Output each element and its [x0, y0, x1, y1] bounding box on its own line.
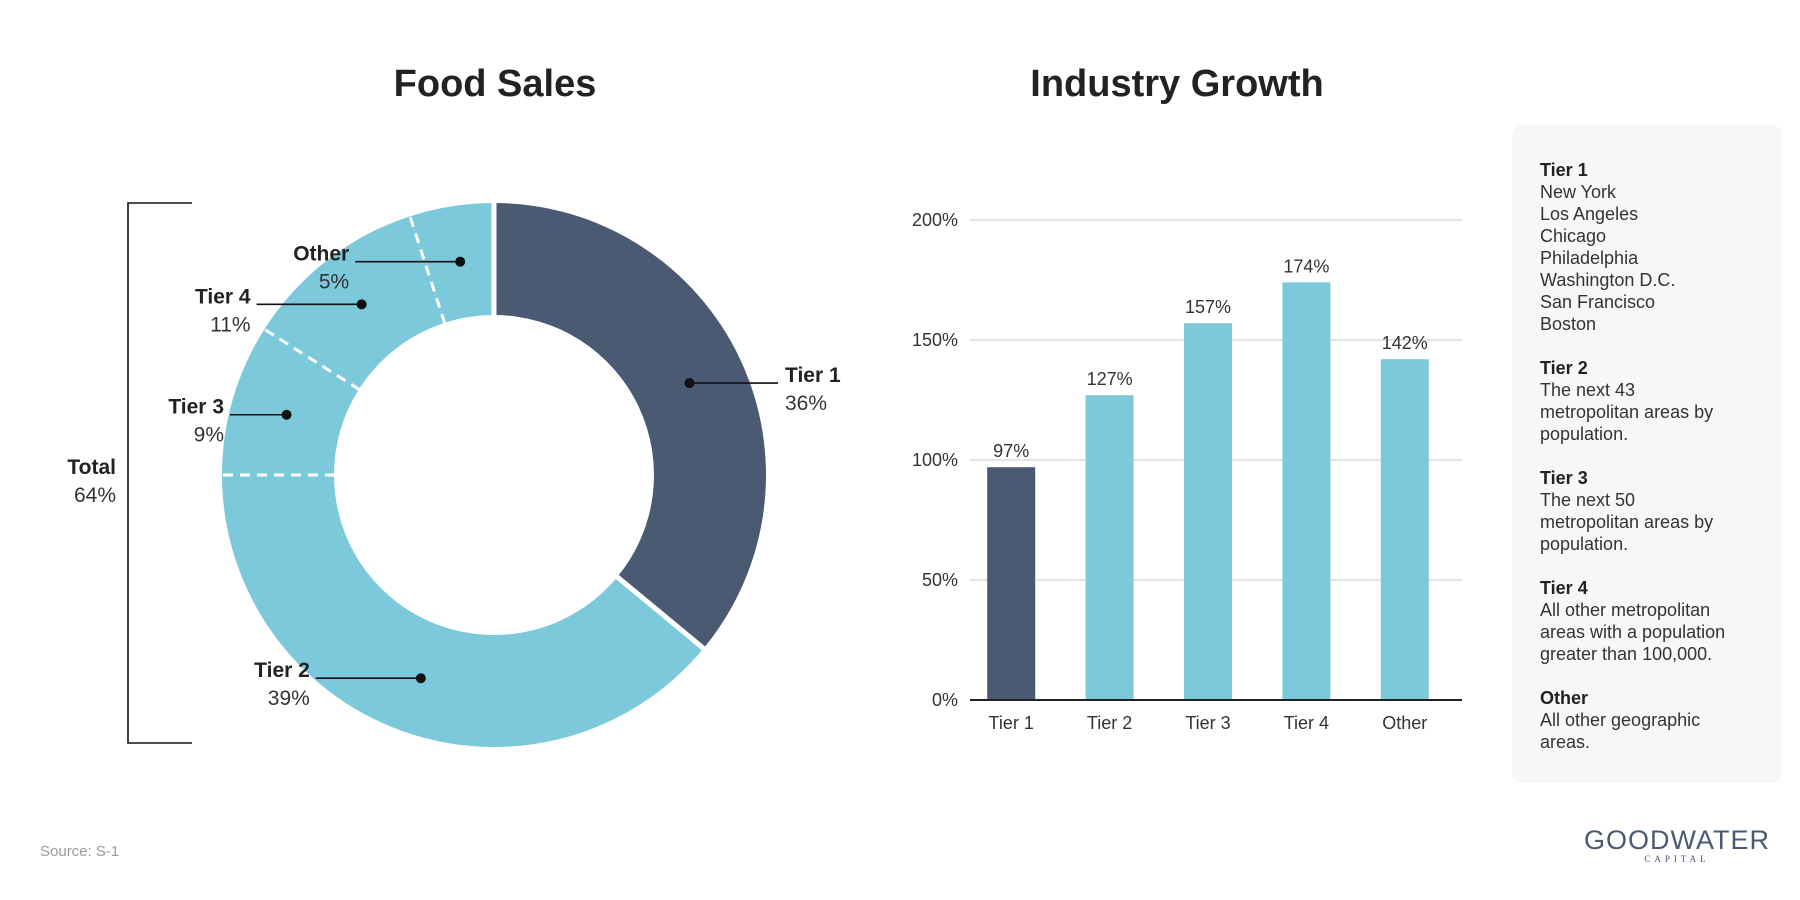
legend-line: population.: [1540, 424, 1629, 444]
donut-slice-tier-4: [264, 216, 445, 390]
total-bracket: [127, 202, 192, 744]
slice-percent-other: 5%: [319, 271, 349, 294]
legend-block-tier-3: Tier 3 The next 50 metropolitan areas by po…: [1540, 467, 1764, 555]
legend-line: New York: [1540, 182, 1617, 202]
bar-other: [1380, 359, 1429, 700]
x-tick-label: Other: [1382, 713, 1427, 733]
x-tick-label: Tier 4: [1284, 713, 1329, 733]
legend-line: greater than 100,000.: [1540, 644, 1713, 664]
source-note: Source: S-1: [40, 843, 119, 860]
x-tick-label: Tier 1: [989, 713, 1034, 733]
slice-name-tier-1: Tier 1: [785, 364, 841, 387]
legend-line: Boston: [1540, 314, 1597, 334]
bar-tier-1: [987, 467, 1036, 700]
slice-separator: [614, 574, 706, 651]
legend-title: Tier 3: [1540, 468, 1588, 488]
slice-percent-tier-1: 36%: [785, 392, 827, 415]
legend-title: Tier 2: [1540, 358, 1588, 378]
bar-value-label: 97%: [993, 441, 1029, 461]
legend-line: population.: [1540, 534, 1629, 554]
legend-line: All other metropolitan: [1540, 600, 1711, 620]
logo-subtitle: CAPITAL: [1644, 854, 1710, 864]
industry-growth-title: Industry Growth: [1030, 63, 1323, 105]
bar-value-label: 174%: [1283, 256, 1329, 276]
legend-line: Chicago: [1540, 226, 1607, 246]
logo-wordmark: GOODWATER: [1584, 825, 1770, 855]
food-sales-donut: Tier 1 36% Tier 2 39% Tier 3 9% Tier 4 11% Other…: [67, 202, 841, 747]
slice-name-tier-4: Tier 4: [195, 285, 251, 308]
x-tick-label: Tier 2: [1087, 713, 1132, 733]
legend-block-tier-1: Tier 1 New York Los Angeles Chicago Philadel…: [1540, 159, 1764, 335]
slice-percent-tier-4: 11%: [210, 313, 250, 336]
legend-line: Los Angeles: [1540, 204, 1639, 224]
goodwater-capital-logo: GOODWATER CAPITAL: [1582, 826, 1772, 865]
legend-line: areas.: [1540, 732, 1591, 752]
slice-separator: [262, 327, 361, 392]
legend-block-other: Other All other geographic areas.: [1540, 687, 1764, 753]
industry-growth-bar-chart: 0% 50% 100% 150% 200% 97% Tier 1 127% Tier 2 157%…: [912, 210, 1462, 733]
bar-value-label: 157%: [1185, 297, 1231, 317]
total-label: Total: [67, 456, 116, 479]
legend-line: Washington D.C.: [1540, 270, 1676, 290]
bar-value-label: 127%: [1087, 369, 1133, 389]
y-tick-label: 100%: [912, 450, 958, 470]
slice-name-other: Other: [293, 243, 349, 266]
y-tick-label: 150%: [912, 330, 958, 350]
legend-line: metropolitan areas by: [1540, 402, 1714, 422]
total-percent: 64%: [74, 484, 116, 507]
donut-slice-tier-3: [222, 329, 359, 475]
legend-line: The next 43: [1540, 380, 1636, 400]
slice-name-tier-2: Tier 2: [254, 659, 310, 682]
bar-value-label: 142%: [1382, 333, 1428, 353]
y-tick-label: 50%: [922, 570, 958, 590]
legend-block-tier-4: Tier 4 All other metropolitan areas with a…: [1540, 577, 1764, 665]
bar-tier-2: [1085, 395, 1134, 700]
legend-title: Tier 4: [1540, 578, 1588, 598]
tier-definitions-panel: Tier 1 New York Los Angeles Chicago Philadel…: [1512, 125, 1782, 783]
legend-title: Tier 1: [1540, 160, 1588, 180]
legend-line: areas with a population: [1540, 622, 1726, 642]
slice-percent-tier-2: 39%: [268, 687, 310, 710]
legend-line: Philadelphia: [1540, 248, 1639, 268]
donut-slice-tier-1: [494, 203, 766, 649]
slice-name-tier-3: Tier 3: [168, 396, 224, 419]
bar-tier-3: [1184, 323, 1232, 700]
food-sales-title: Food Sales: [394, 63, 597, 105]
legend-block-tier-2: Tier 2 The next 43 metropolitan areas by po…: [1540, 357, 1764, 445]
bar-tier-4: [1282, 282, 1331, 700]
y-tick-label: 200%: [912, 210, 958, 230]
x-tick-label: Tier 3: [1185, 713, 1230, 733]
legend-title: Other: [1540, 688, 1589, 708]
slice-separator: [408, 214, 447, 325]
slice-percent-tier-3: 9%: [194, 424, 224, 447]
donut-slice-other: [409, 203, 494, 323]
legend-line: The next 50: [1540, 490, 1636, 510]
y-tick-label: 0%: [932, 690, 958, 710]
legend-line: metropolitan areas by: [1540, 512, 1714, 532]
legend-line: All other geographic: [1540, 710, 1701, 730]
legend-line: San Francisco: [1540, 292, 1656, 312]
